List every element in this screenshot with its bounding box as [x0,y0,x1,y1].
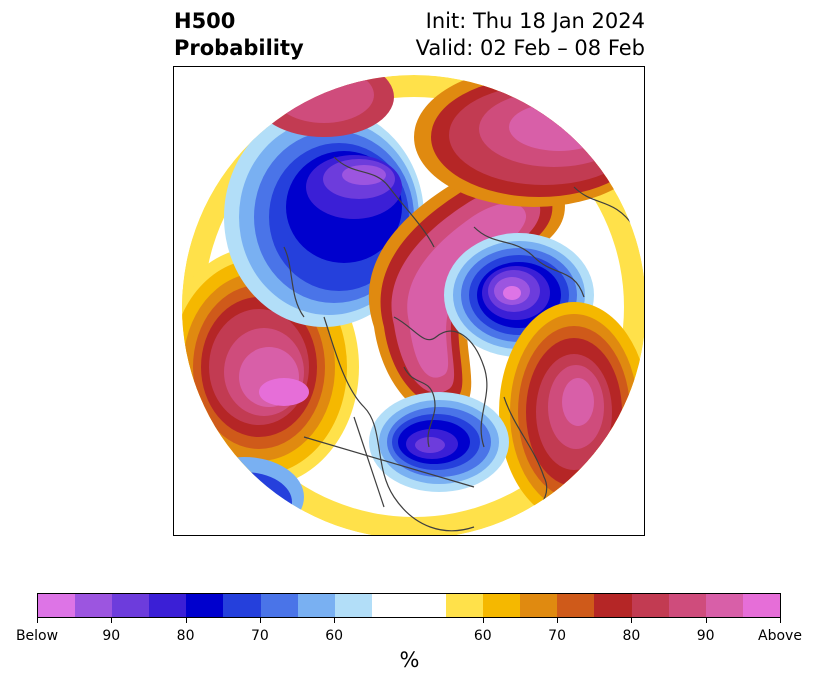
colorbar-tick-label: 70 [250,628,269,644]
colorbar-tick [631,618,633,623]
colorbar-segment [705,594,743,617]
colorbar-segment [668,594,706,617]
anomaly-subtropical-pacific-below [184,457,304,535]
colorbar-tick [557,618,559,623]
title-variable: H500 [174,9,236,33]
colorbar-tick [111,618,113,623]
probability-field [182,75,644,535]
anomaly-north-pacific-above [182,247,359,487]
colorbar-segment [446,594,484,617]
probability-map [173,66,645,536]
title-quantity: Probability [174,36,304,60]
colorbar-segment [631,594,669,617]
colorbar-tick [259,618,261,623]
colorbar-segment [594,594,632,617]
colorbar-tick-label: 70 [548,628,567,644]
colorbar-label: % [399,648,420,672]
map-svg [182,75,644,535]
title-right: Init: Thu 18 Jan 2024 Valid: 02 Feb – 08… [416,8,645,62]
colorbar-segment [112,594,150,617]
colorbar-segment [186,594,224,617]
colorbar-segment [334,594,372,617]
colorbar-segment [408,594,447,617]
colorbar-tick-label: 90 [696,628,715,644]
colorbar-segment [371,594,409,617]
init-date: Init: Thu 18 Jan 2024 [425,9,645,33]
colorbar-tick-label: Above [758,628,802,644]
colorbar-tick-label: 60 [473,628,492,644]
valid-range: Valid: 02 Feb – 08 Feb [415,36,645,60]
colorbar-segment [149,594,187,617]
colorbar-tick [482,618,484,623]
colorbar-segment [297,594,335,617]
colorbar [37,593,781,618]
colorbar-segment [742,594,780,617]
colorbar-tick-label: 80 [622,628,641,644]
colorbar-tick [780,618,781,623]
colorbar-tick [334,618,336,623]
colorbar-ticks [37,618,781,628]
anomaly-atlantic-above [499,302,644,522]
colorbar-tick [37,618,38,623]
colorbar-tick-label: 90 [102,628,121,644]
colorbar-tick-label: 80 [176,628,195,644]
colorbar-tick [705,618,707,623]
colorbar-segment [483,594,521,617]
colorbar-segment [38,594,76,617]
colorbar-segment [223,594,261,617]
colorbar-segment [520,594,558,617]
colorbar-tick [185,618,187,623]
colorbar-segment [75,594,113,617]
colorbar-segment [557,594,595,617]
colorbar-segment [260,594,298,617]
colorbar-tick-label: Below [15,628,59,644]
colorbar-tick-label: 60 [325,628,344,644]
title-left: H500 Probability [174,8,304,62]
